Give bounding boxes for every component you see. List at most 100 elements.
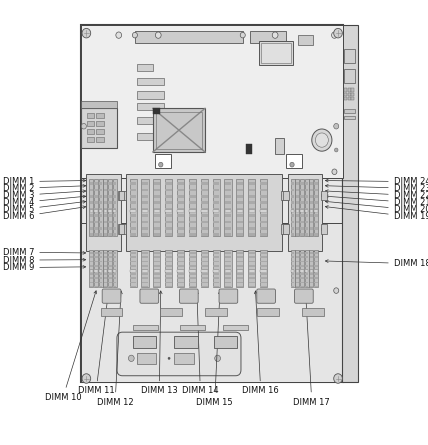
Bar	[89, 250, 93, 287]
Bar	[201, 270, 208, 271]
Bar	[108, 261, 112, 263]
Bar	[281, 191, 287, 200]
Bar	[237, 256, 243, 258]
Bar	[321, 224, 327, 234]
Bar	[113, 261, 116, 263]
Bar	[260, 233, 267, 236]
Bar	[166, 189, 172, 191]
Bar	[177, 182, 184, 185]
Text: DIMM 10: DIMM 10	[45, 291, 97, 402]
Bar	[309, 286, 313, 287]
Bar	[296, 277, 299, 279]
Bar	[213, 202, 220, 204]
Bar	[291, 252, 294, 254]
Text: DIMM 2: DIMM 2	[3, 184, 86, 193]
Bar	[213, 250, 220, 287]
Bar	[314, 214, 318, 217]
Bar	[300, 252, 303, 254]
Bar	[300, 233, 303, 236]
Circle shape	[132, 32, 137, 38]
Bar	[305, 261, 308, 263]
Bar	[260, 273, 267, 275]
Bar	[108, 189, 112, 191]
Text: DIMM 13: DIMM 13	[141, 291, 178, 396]
Bar	[314, 210, 318, 212]
Bar	[296, 252, 299, 254]
Bar	[166, 214, 172, 217]
Bar	[291, 214, 294, 217]
Bar	[142, 208, 148, 210]
Bar	[99, 277, 102, 279]
Bar	[154, 265, 160, 267]
Bar	[314, 182, 318, 185]
Circle shape	[128, 355, 134, 361]
Circle shape	[119, 193, 123, 198]
Bar	[130, 178, 137, 236]
Bar	[154, 269, 160, 271]
Bar	[291, 178, 294, 236]
Bar	[99, 270, 102, 271]
Bar	[260, 265, 267, 267]
Circle shape	[332, 32, 337, 38]
Circle shape	[82, 28, 91, 38]
Bar	[99, 273, 102, 275]
Bar	[291, 202, 294, 204]
Bar	[213, 277, 220, 279]
Bar	[166, 182, 172, 185]
Bar	[130, 270, 137, 271]
Bar	[99, 233, 102, 236]
Bar	[225, 210, 231, 212]
Bar	[283, 191, 289, 200]
Text: DIMM 19: DIMM 19	[325, 206, 428, 222]
Bar	[104, 202, 107, 204]
Bar	[201, 233, 208, 236]
Bar	[225, 265, 231, 267]
Bar	[130, 182, 137, 185]
Bar	[225, 227, 231, 230]
Bar	[108, 202, 112, 204]
Text: DIMM 8: DIMM 8	[3, 255, 86, 265]
Bar	[201, 261, 208, 263]
Bar	[165, 178, 172, 236]
Bar	[201, 273, 208, 275]
Bar	[81, 25, 343, 178]
Circle shape	[312, 129, 332, 151]
Bar	[177, 221, 184, 223]
Bar	[99, 221, 102, 223]
Circle shape	[159, 162, 163, 167]
Bar	[113, 178, 116, 236]
Bar	[296, 221, 299, 223]
Bar	[344, 69, 355, 83]
Bar	[260, 270, 267, 271]
Bar	[99, 210, 102, 212]
Bar	[305, 233, 308, 236]
Bar	[166, 208, 172, 210]
Bar	[89, 233, 93, 236]
Bar	[296, 265, 299, 267]
Bar	[89, 286, 93, 287]
Bar	[237, 282, 243, 283]
Bar	[154, 214, 160, 217]
Bar	[249, 202, 255, 204]
Bar	[213, 214, 220, 217]
Bar	[296, 256, 299, 258]
Bar	[113, 277, 116, 279]
Bar	[94, 286, 98, 287]
Bar	[108, 282, 112, 283]
Bar	[121, 191, 126, 200]
Bar	[154, 270, 160, 271]
Bar	[104, 270, 107, 271]
Bar	[175, 353, 194, 364]
Bar	[104, 214, 107, 217]
Bar	[309, 202, 313, 204]
Bar	[249, 265, 255, 267]
Bar	[108, 208, 112, 210]
Bar	[166, 269, 172, 271]
Bar	[177, 269, 184, 271]
Circle shape	[82, 374, 91, 383]
Text: DIMM 15: DIMM 15	[196, 291, 233, 407]
Bar	[291, 233, 294, 236]
Bar	[130, 265, 137, 267]
Bar	[201, 250, 208, 287]
Bar	[104, 269, 107, 271]
